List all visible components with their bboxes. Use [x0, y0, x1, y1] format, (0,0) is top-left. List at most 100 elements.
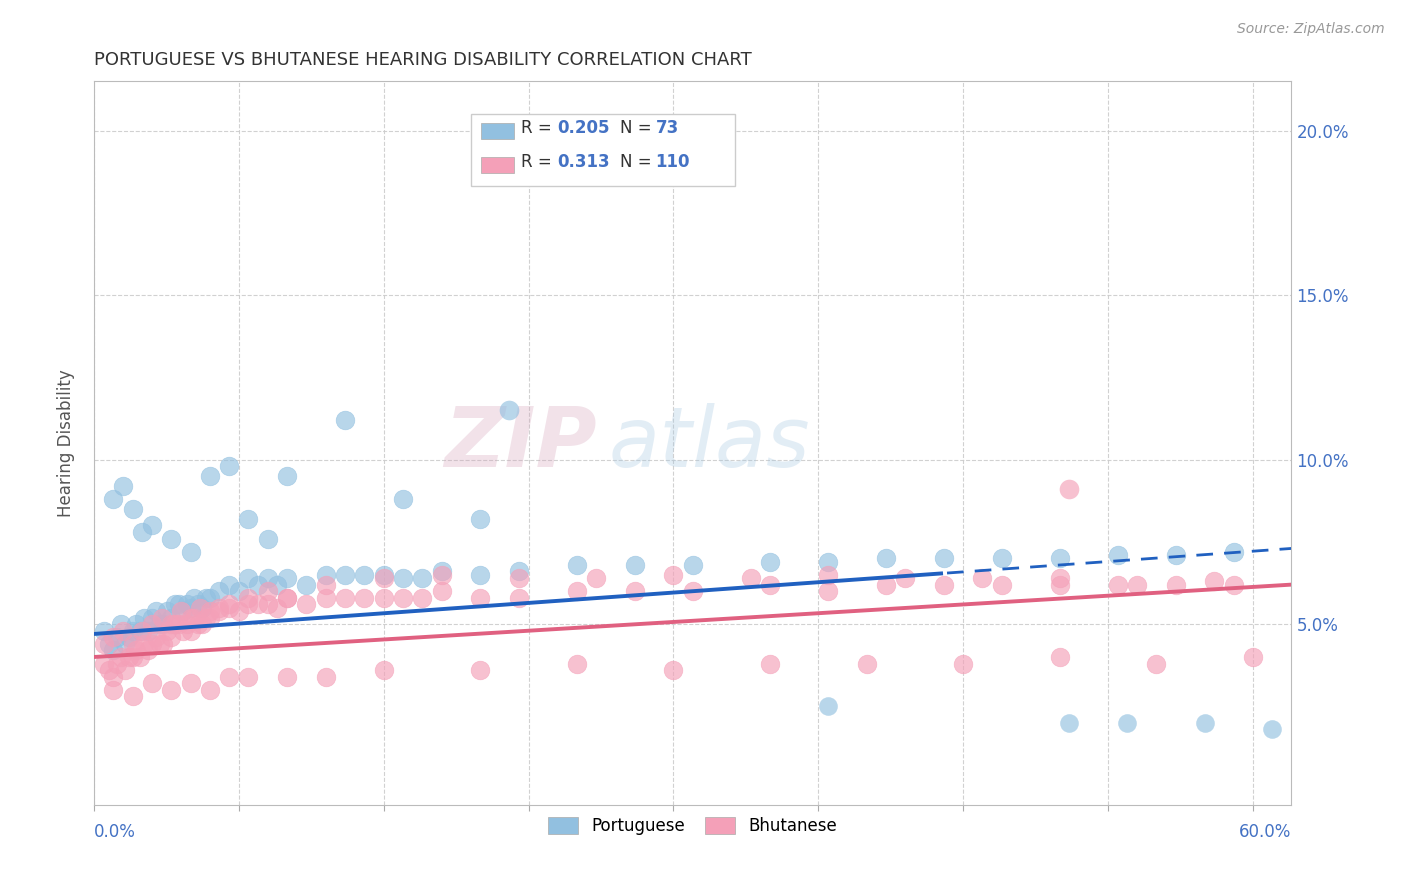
Text: R =: R = [522, 153, 557, 171]
Point [179, 600, 201, 615]
Point [176, 598, 198, 612]
Point [110, 617, 132, 632]
Point [430, 584, 453, 599]
Point [623, 558, 645, 572]
Point [114, 663, 136, 677]
Point [145, 604, 167, 618]
Text: ZIP: ZIP [444, 402, 598, 483]
Point [183, 610, 205, 624]
Point [315, 567, 337, 582]
Point [759, 555, 782, 569]
Point [508, 565, 530, 579]
Point [238, 598, 260, 612]
Point [470, 591, 492, 605]
Point [817, 567, 839, 582]
Point [1222, 545, 1244, 559]
Point [1194, 715, 1216, 730]
Text: 0.205: 0.205 [557, 120, 610, 137]
Point [682, 558, 704, 572]
Point [392, 492, 415, 507]
Point [218, 670, 240, 684]
Point [149, 617, 172, 632]
Point [98, 663, 121, 677]
Point [93, 637, 115, 651]
Text: atlas: atlas [609, 402, 810, 483]
Point [1164, 548, 1187, 562]
Point [585, 571, 607, 585]
Point [93, 657, 115, 671]
Point [136, 643, 159, 657]
Text: 0.313: 0.313 [557, 153, 610, 171]
Point [121, 637, 143, 651]
Legend: Portuguese, Bhutanese: Portuguese, Bhutanese [540, 809, 845, 844]
Point [315, 577, 337, 591]
Point [136, 624, 159, 638]
Point [276, 591, 298, 605]
Point [198, 610, 221, 624]
Point [125, 643, 148, 657]
Point [98, 637, 121, 651]
Point [150, 610, 173, 624]
Point [565, 584, 588, 599]
Point [105, 630, 128, 644]
Point [198, 591, 221, 605]
Point [121, 624, 143, 638]
Point [1049, 577, 1071, 591]
Point [118, 630, 141, 644]
Point [411, 591, 433, 605]
Point [565, 558, 588, 572]
Point [167, 598, 190, 612]
Point [315, 670, 337, 684]
Point [160, 682, 183, 697]
Point [333, 567, 356, 582]
Point [103, 643, 125, 657]
Text: R =: R = [522, 120, 557, 137]
Point [333, 413, 356, 427]
Point [623, 584, 645, 599]
Point [141, 637, 163, 651]
Point [430, 567, 453, 582]
Point [508, 591, 530, 605]
Point [187, 617, 209, 632]
Point [134, 610, 156, 624]
Point [1222, 577, 1244, 591]
Text: 60.0%: 60.0% [1239, 823, 1292, 841]
Point [131, 624, 153, 638]
Point [276, 591, 298, 605]
Point [170, 604, 193, 618]
Point [172, 604, 194, 618]
Point [740, 571, 762, 585]
Point [103, 492, 125, 507]
Point [875, 551, 897, 566]
Point [172, 624, 194, 638]
Point [191, 600, 214, 615]
Point [1107, 548, 1129, 562]
Point [141, 617, 163, 632]
Point [276, 469, 298, 483]
Point [160, 617, 183, 632]
Point [121, 502, 143, 516]
Point [141, 610, 163, 624]
Point [165, 617, 187, 632]
Point [373, 567, 395, 582]
Point [817, 555, 839, 569]
Point [156, 604, 179, 618]
Point [565, 657, 588, 671]
Text: 73: 73 [655, 120, 679, 137]
Point [972, 571, 994, 585]
Point [187, 598, 209, 612]
Point [256, 598, 278, 612]
Point [256, 571, 278, 585]
Point [93, 624, 115, 638]
Point [662, 567, 685, 582]
Point [179, 545, 201, 559]
Point [179, 624, 201, 638]
Point [1116, 715, 1139, 730]
Point [373, 663, 395, 677]
Point [198, 682, 221, 697]
Point [191, 617, 214, 632]
Point [160, 532, 183, 546]
Point [932, 577, 955, 591]
Point [662, 663, 685, 677]
Point [1126, 577, 1149, 591]
